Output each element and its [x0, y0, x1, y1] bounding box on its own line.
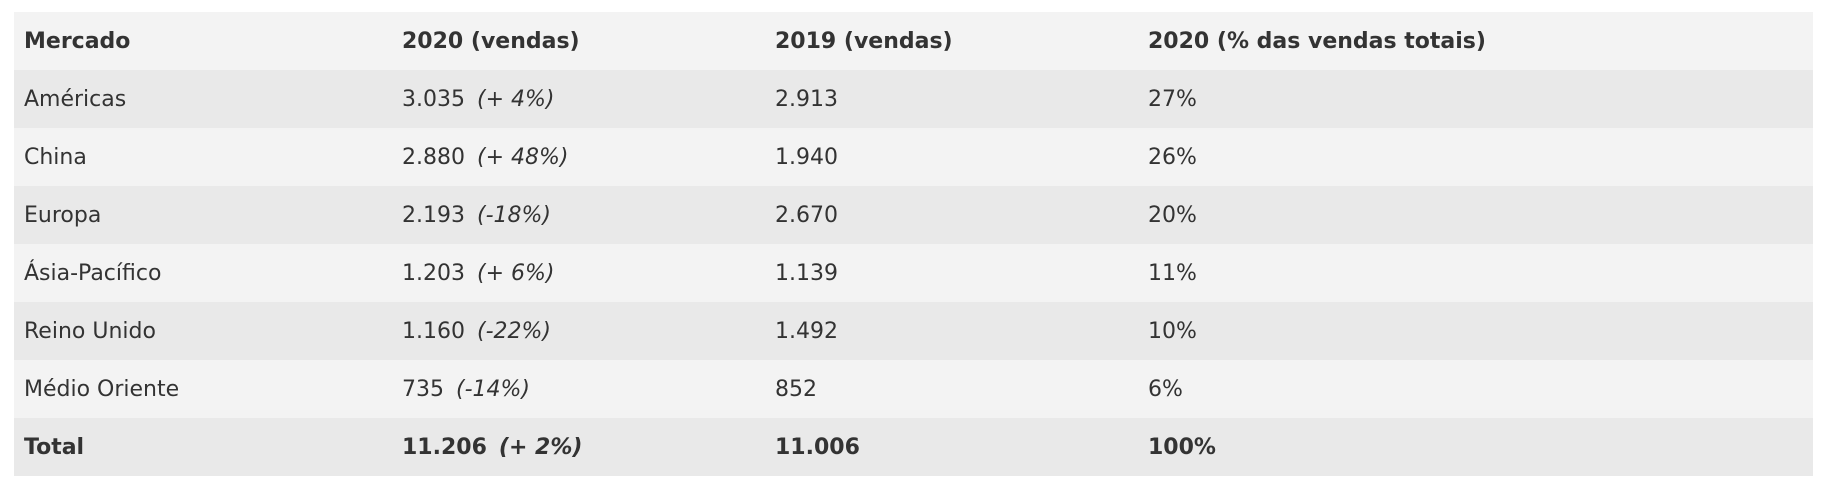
header-cell: 2020 (% das vendas totais): [1148, 28, 1486, 54]
sales-2020-cell: 11.206 (+ 2%): [392, 418, 765, 476]
change: (-22%): [476, 318, 551, 344]
data-row: Médio Oriente 735 (-14%) 852 6%: [14, 360, 1813, 418]
share-cell: 100%: [1148, 434, 1216, 460]
sales-2020: 3.035: [402, 86, 465, 112]
change: (+ 6%): [476, 260, 555, 286]
sales-2020: 2.880: [402, 144, 465, 170]
data-row: China 2.880 (+ 48%) 1.940 26%: [14, 128, 1813, 186]
sales-2019-cell: 1.492: [775, 318, 838, 344]
sales-2019-cell: 1.940: [775, 144, 838, 170]
data-row: Europa 2.193 (-18%) 2.670 20%: [14, 186, 1813, 244]
sales-2020-cell: 735 (-14%): [392, 360, 765, 418]
header-cell: 2020 (vendas): [402, 28, 580, 54]
market-cell: China: [24, 144, 87, 170]
data-row: Ásia-Pacífico 1.203 (+ 6%) 1.139 11%: [14, 244, 1813, 302]
share-cell: 27%: [1148, 86, 1197, 112]
sales-table: Mercado 2020 (vendas) 2019 (vendas) 2020…: [14, 12, 1813, 476]
sales-2020: 1.203: [402, 260, 465, 286]
share-cell: 26%: [1148, 144, 1197, 170]
sales-2019-cell: 852: [775, 376, 817, 402]
total-row: Total 11.206 (+ 2%) 11.006 100%: [14, 418, 1813, 476]
market-cell: Médio Oriente: [24, 376, 180, 402]
sales-2020-cell: 2.880 (+ 48%): [392, 128, 765, 186]
market-cell: Total: [24, 434, 85, 460]
sales-2020-cell: 1.203 (+ 6%): [392, 244, 765, 302]
sales-2020: 2.193: [402, 202, 465, 228]
sales-2019-cell: 1.139: [775, 260, 838, 286]
header-cell: Mercado: [24, 28, 131, 54]
sales-2019-cell: 2.913: [775, 86, 838, 112]
sales-2019-cell: 2.670: [775, 202, 838, 228]
sales-2020: 1.160: [402, 318, 465, 344]
sales-2020: 735: [402, 376, 444, 402]
change: (+ 2%): [498, 434, 583, 460]
share-cell: 11%: [1148, 260, 1197, 286]
sales-2020-cell: 3.035 (+ 4%): [392, 70, 765, 128]
share-cell: 6%: [1148, 376, 1183, 402]
change: (+ 4%): [476, 86, 555, 112]
change: (-18%): [476, 202, 551, 228]
table-body: Mercado 2020 (vendas) 2019 (vendas) 2020…: [14, 12, 1813, 476]
data-row: Reino Unido 1.160 (-22%) 1.492 10%: [14, 302, 1813, 360]
sales-2020: 11.206: [402, 434, 487, 460]
sales-2020-cell: 2.193 (-18%): [392, 186, 765, 244]
change: (-14%): [456, 376, 531, 402]
share-cell: 10%: [1148, 318, 1197, 344]
market-cell: Ásia-Pacífico: [24, 260, 162, 286]
data-row: Américas 3.035 (+ 4%) 2.913 27%: [14, 70, 1813, 128]
sales-2020-cell: 1.160 (-22%): [392, 302, 765, 360]
share-cell: 20%: [1148, 202, 1197, 228]
header-cell: 2019 (vendas): [775, 28, 953, 54]
market-cell: Europa: [24, 202, 102, 228]
change: (+ 48%): [476, 144, 569, 170]
market-cell: Américas: [24, 86, 127, 112]
market-cell: Reino Unido: [24, 318, 156, 344]
sales-2019-cell: 11.006: [775, 434, 860, 460]
header-row: Mercado 2020 (vendas) 2019 (vendas) 2020…: [14, 12, 1813, 70]
